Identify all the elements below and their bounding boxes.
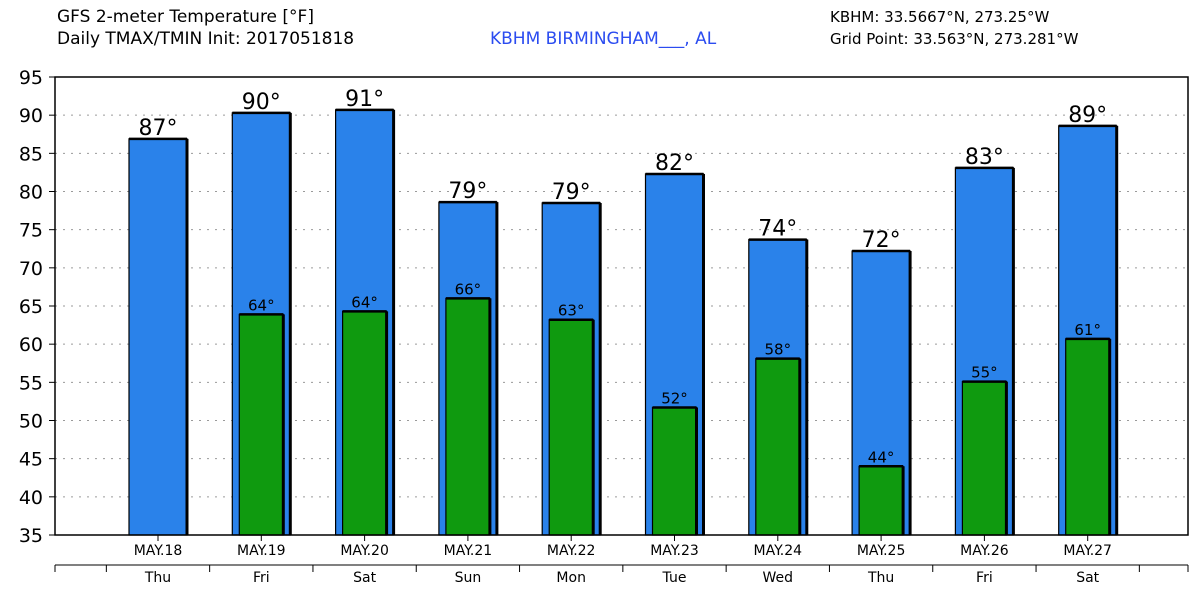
y-tick-label-35: 35 [19, 525, 43, 547]
x-weekday-label-may-26: Fri [976, 570, 993, 586]
tmax-label-may-26: 83° [965, 145, 1004, 170]
x-weekday-label-may-20: Sat [353, 570, 376, 586]
y-tick-label-80: 80 [19, 182, 43, 204]
tmin-bar-may-25 [858, 465, 904, 536]
plot-frame [54, 76, 1189, 536]
y-tick-label-55: 55 [19, 372, 43, 394]
tmax-label-may-18: 87° [139, 116, 178, 141]
y-tick-label-50: 50 [19, 411, 43, 433]
y-tick-label-75: 75 [19, 220, 43, 242]
tmax-label-may-20: 91° [345, 87, 384, 112]
y-tick-label-90: 90 [19, 105, 43, 127]
tmin-label-may-26: 55° [971, 364, 998, 382]
x-weekday-label-may-25: Thu [867, 570, 894, 586]
tmax-label-may-27: 89° [1068, 103, 1107, 128]
station-coordinates: KBHM: 33.5667°N, 273.25°W [830, 8, 1050, 26]
x-date-label-may-18: MAY.18 [134, 543, 183, 559]
tmin-label-may-27: 61° [1074, 321, 1101, 339]
x-date-label-may-23: MAY.23 [650, 543, 699, 559]
y-tick-label-65: 65 [19, 296, 43, 318]
x-weekday-label-may-22: Mon [556, 570, 586, 586]
y-tick-label-45: 45 [19, 449, 43, 471]
x-weekday-label-may-24: Wed [763, 570, 794, 586]
y-tick-label-70: 70 [19, 258, 43, 280]
tmin-label-may-23: 52° [661, 390, 688, 408]
tmin-bar-may-22 [548, 319, 594, 536]
station-name: KBHM BIRMINGHAM___, AL [490, 29, 717, 49]
x-weekday-label-may-19: Fri [253, 570, 270, 586]
tmax-label-may-25: 72° [862, 228, 901, 253]
tmin-bar-may-27 [1065, 338, 1111, 536]
x-weekday-label-may-21: Sun [455, 570, 482, 586]
y-tick-label-60: 60 [19, 334, 43, 356]
tmax-label-may-19: 90° [242, 90, 281, 115]
tmin-bar-may-26 [961, 380, 1008, 536]
y-tick-label-40: 40 [19, 487, 43, 509]
chart-title: GFS 2-meter Temperature [°F] [57, 7, 314, 27]
tmin-label-may-25: 44° [868, 448, 895, 466]
x-date-label-may-25: MAY.25 [857, 543, 906, 559]
x-date-label-may-20: MAY.20 [340, 543, 389, 559]
tmin-bar-may-19 [238, 313, 284, 536]
x-date-label-may-21: MAY.21 [444, 543, 493, 559]
x-date-label-may-27: MAY.27 [1063, 543, 1112, 559]
tmin-label-may-24: 58° [765, 341, 792, 359]
x-weekday-label-may-27: Sat [1076, 570, 1099, 586]
tmax-label-may-22: 79° [552, 180, 591, 205]
tmax-label-may-24: 74° [758, 217, 797, 242]
x-weekday-label-may-18: Thu [144, 570, 171, 586]
x-date-label-may-22: MAY.22 [547, 543, 596, 559]
tmin-bar-may-20 [342, 310, 388, 536]
tmin-label-may-21: 66° [455, 280, 482, 298]
tmax-label-may-23: 82° [655, 151, 694, 176]
x-date-label-may-24: MAY.24 [754, 543, 803, 559]
tmin-label-may-19: 64° [248, 296, 275, 314]
x-date-label-may-26: MAY.26 [960, 543, 1009, 559]
x-weekday-label-may-23: Tue [662, 570, 687, 586]
chart-subtitle: Daily TMAX/TMIN Init: 2017051818 [57, 29, 355, 49]
y-tick-label-85: 85 [19, 143, 43, 165]
tmin-bar-may-21 [445, 297, 491, 536]
tmax-bar-may-18 [128, 138, 188, 536]
x-date-label-may-19: MAY.19 [237, 543, 286, 559]
tmin-label-may-22: 63° [558, 302, 585, 320]
y-tick-label-95: 95 [19, 67, 43, 89]
grid-point-coordinates: Grid Point: 33.563°N, 273.281°W [830, 30, 1079, 48]
tmin-bar-may-24 [755, 358, 801, 536]
tmin-label-may-20: 64° [351, 293, 378, 311]
tmin-bar-may-23 [651, 406, 698, 536]
tmax-label-may-21: 79° [448, 179, 487, 204]
